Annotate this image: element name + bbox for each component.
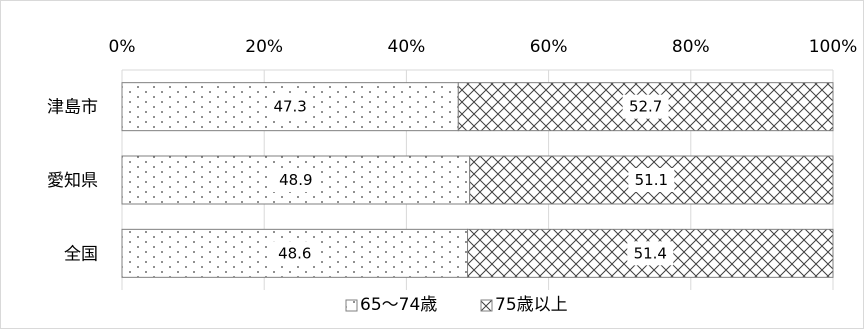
x-axis-ticks: 0% 20% 40% 60% 80% 100%: [109, 37, 858, 57]
data-label-bg: [267, 94, 314, 119]
bars: [121, 82, 834, 278]
x-tick-label: 100%: [809, 37, 858, 57]
category-label: 全国: [64, 244, 98, 264]
legend-label: 75歳以上: [495, 295, 568, 315]
x-tick-label: 20%: [245, 37, 283, 57]
data-label-bg: [272, 168, 319, 192]
data-labels: 47.3 52.7 48.9 51.1 48.6 51.4: [267, 94, 675, 266]
data-label-bg: [627, 241, 674, 266]
data-label: 51.1: [635, 171, 668, 189]
data-label: 47.3: [273, 98, 306, 116]
legend-label: 65〜74歳: [360, 295, 437, 315]
x-tick-label: 80%: [672, 37, 710, 57]
data-label-bg: [271, 241, 318, 266]
x-tick-label: 0%: [109, 37, 136, 57]
data-label: 52.7: [629, 98, 662, 116]
legend-swatch: [480, 299, 493, 312]
data-label: 48.6: [278, 244, 311, 262]
legend: 65〜74歳 75歳以上: [345, 295, 568, 315]
data-label: 48.9: [279, 171, 312, 189]
x-tick-label: 60%: [530, 37, 568, 57]
data-label-bg: [628, 168, 675, 192]
data-label: 51.4: [634, 244, 667, 262]
x-tick-label: 40%: [388, 37, 426, 57]
legend-swatch: [345, 299, 358, 312]
category-label: 愛知県: [47, 171, 98, 191]
data-label-bg: [622, 94, 669, 119]
category-label: 津島市: [47, 98, 98, 118]
